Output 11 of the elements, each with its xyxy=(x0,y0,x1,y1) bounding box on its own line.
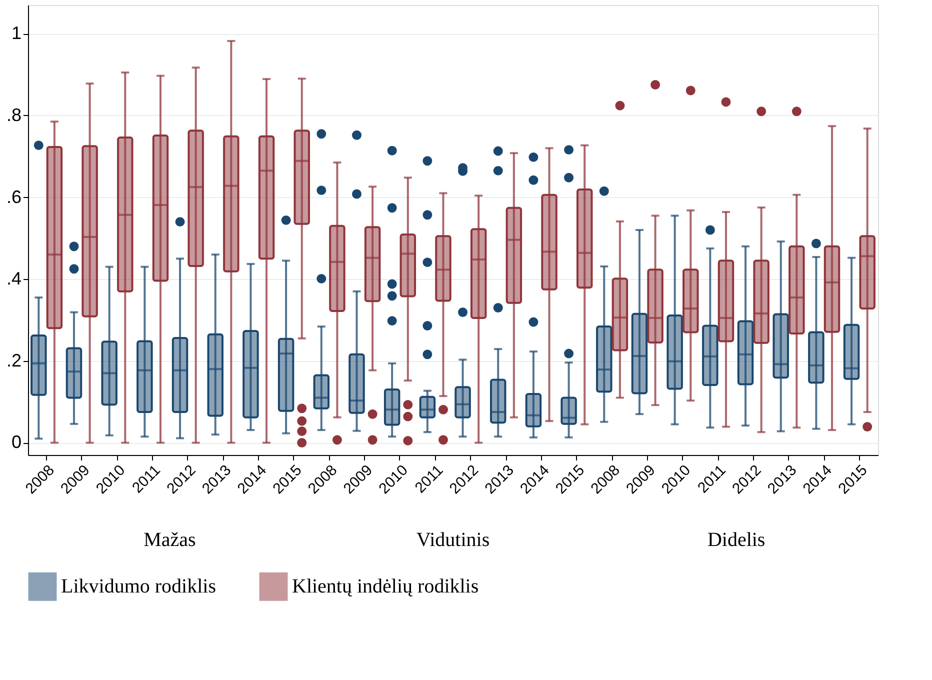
text: Vidutinis xyxy=(416,529,490,551)
y-tick-label: .6 xyxy=(6,186,22,207)
y-tick-label: .8 xyxy=(6,104,22,125)
y-tick-label: 0 xyxy=(11,432,22,452)
text: Mažas xyxy=(144,529,196,551)
text: Didelis xyxy=(707,529,766,551)
legend-label: Klientų indėlių rodiklis xyxy=(292,576,479,598)
legend-label: Likvidumo rodiklis xyxy=(61,576,216,598)
y-tick-label: 1 xyxy=(11,23,22,44)
y-tick-label: .2 xyxy=(6,350,22,370)
y-tick-label: .4 xyxy=(6,268,22,289)
